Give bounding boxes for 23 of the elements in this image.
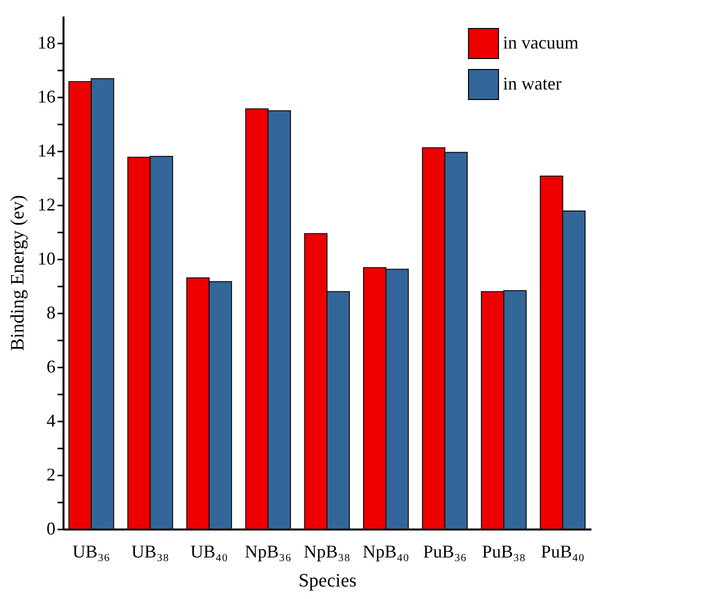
x-tick-label: NpB₃₆: [244, 542, 292, 562]
y-tick-label: 18: [38, 32, 56, 52]
y-tick-label: 10: [38, 248, 56, 268]
y-tick-label: 8: [46, 302, 56, 322]
y-tick-label: 2: [46, 464, 56, 484]
x-tick-label: PuB₄₀: [540, 542, 585, 562]
y-tick-label: 6: [46, 356, 56, 376]
x-tick-label: UB₃₈: [131, 542, 169, 562]
x-tick-label: UB₃₆: [72, 542, 110, 562]
x-tick-label: NpB₃₈: [304, 542, 350, 562]
x-tick-label: PuB₃₈: [482, 542, 526, 562]
x-tick-label: UB₄₀: [190, 542, 228, 562]
y-tick-label: 0: [46, 518, 56, 538]
y-tick-label: 4: [46, 410, 56, 430]
x-axis-title: Species: [298, 570, 357, 592]
legend-label: in vacuum: [503, 32, 578, 52]
legend-label: in water: [503, 74, 562, 94]
y-tick-label: 14: [38, 140, 56, 160]
y-tick-label: 12: [38, 194, 56, 214]
x-tick-label: NpB₄₀: [362, 542, 410, 562]
x-tick-label: PuB₃₆: [423, 542, 467, 562]
y-axis-title: Binding Energy (ev): [8, 195, 28, 351]
y-tick-label: 16: [38, 86, 56, 106]
